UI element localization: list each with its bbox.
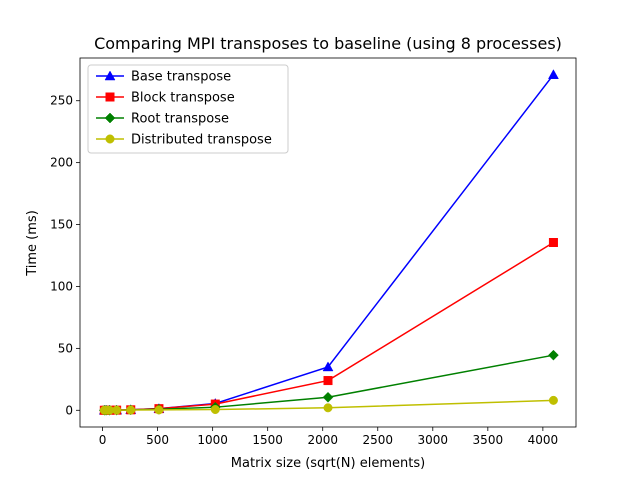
legend-box [87, 64, 289, 154]
data-point [112, 405, 122, 415]
legend-swatch-marker [104, 112, 116, 124]
plot-frame [79, 57, 577, 428]
data-point [323, 403, 333, 413]
legend-label: Block transpose [131, 91, 235, 106]
legend-item: Base transpose [96, 70, 231, 85]
data-point [126, 405, 136, 415]
x-tick-label: 2000 [307, 433, 338, 447]
legend-item: Distributed transpose [96, 133, 272, 148]
legend-swatch-marker [104, 70, 116, 81]
y-tick-label: 150 [50, 218, 73, 232]
data-point [548, 395, 558, 405]
legend: Base transpose Block transpose Root transp… [87, 64, 289, 154]
x-axis-label: Matrix size (sqrt(N) elements) [231, 456, 425, 471]
legend-item: Block transpose [96, 91, 235, 106]
y-tick-label: 0 [65, 403, 73, 417]
x-tick-label: 3500 [473, 433, 504, 447]
x-tick-label: 1500 [252, 433, 283, 447]
data-point [548, 69, 559, 79]
y-tick-label: 100 [50, 279, 73, 293]
x-tick-label: 1000 [197, 433, 228, 447]
legend-label: Root transpose [131, 112, 229, 127]
legend-item: Root transpose [96, 112, 229, 127]
x-tick-label: 3000 [418, 433, 449, 447]
legend-swatch-marker [105, 92, 115, 102]
x-tick-label: 2500 [362, 433, 393, 447]
data-point [154, 405, 164, 415]
data-point [548, 349, 559, 361]
chart-title: Comparing MPI transposes to baseline (us… [94, 34, 562, 53]
x-tick-label: 500 [146, 433, 169, 447]
y-axis-label: Time (ms) [25, 210, 40, 277]
data-point [322, 361, 334, 372]
legend-swatch-marker [105, 134, 115, 144]
series-4 [99, 395, 558, 415]
y-tick-label: 250 [50, 94, 73, 108]
legend-label: Base transpose [131, 70, 231, 85]
x-tick-label: 4000 [528, 433, 559, 447]
legend-label: Distributed transpose [131, 133, 272, 148]
data-point [210, 405, 220, 415]
y-tick-label: 50 [58, 341, 73, 355]
data-point [323, 376, 333, 386]
x-tick-label: 0 [99, 433, 107, 447]
data-point [322, 391, 334, 403]
y-tick-label: 200 [50, 156, 73, 170]
plot-area: 0 500 1000 1500 2000 2500 3000 3500 4000 0 50 100 15… [50, 57, 577, 447]
data-point [548, 238, 558, 247]
